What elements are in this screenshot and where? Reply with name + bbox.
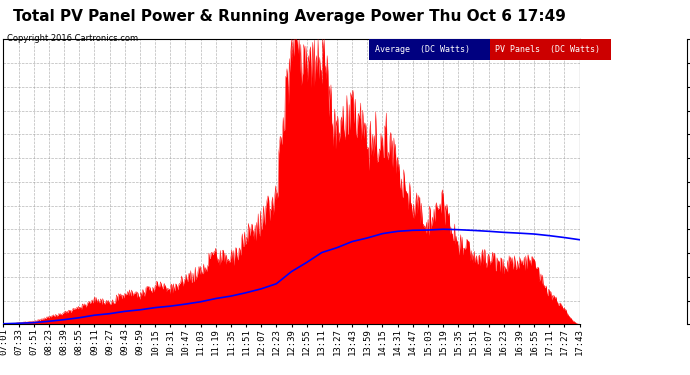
Text: PV Panels  (DC Watts): PV Panels (DC Watts) bbox=[495, 45, 600, 54]
Text: Average  (DC Watts): Average (DC Watts) bbox=[375, 45, 470, 54]
Text: Total PV Panel Power & Running Average Power Thu Oct 6 17:49: Total PV Panel Power & Running Average P… bbox=[13, 9, 566, 24]
Text: Copyright 2016 Cartronics.com: Copyright 2016 Cartronics.com bbox=[7, 34, 138, 43]
